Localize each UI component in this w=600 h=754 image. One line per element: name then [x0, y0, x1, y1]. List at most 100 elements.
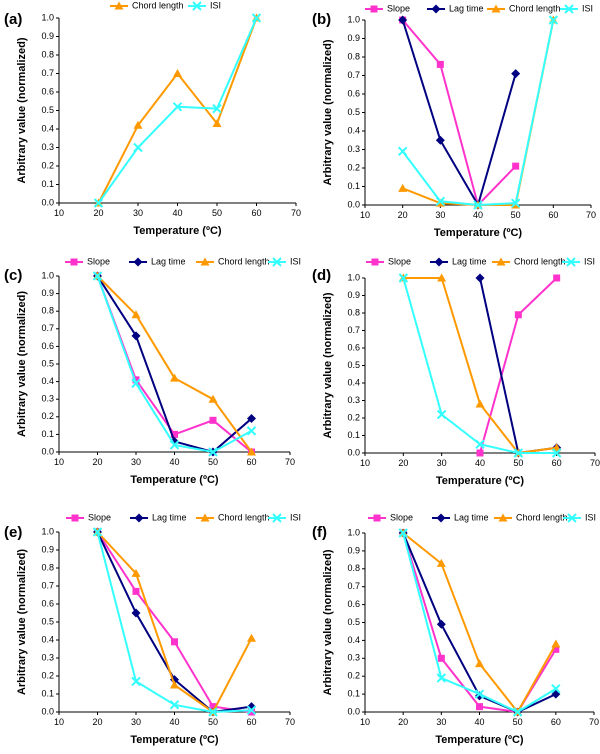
y-tick-label: 0.9 [41, 288, 54, 298]
data-point [92, 271, 103, 281]
data-point [474, 689, 485, 699]
x-tick-label: 50 [511, 210, 521, 220]
legend-marker [498, 513, 508, 522]
data-point [170, 373, 179, 382]
y-tick-label: 0.8 [347, 307, 360, 317]
data-point [246, 705, 257, 715]
legend-item: Slope [65, 256, 110, 266]
legend-label: Slope [387, 3, 410, 13]
series-lag-time [93, 271, 256, 457]
data-point [247, 633, 256, 642]
data-point [476, 449, 484, 457]
chart-panel-c: (c) 0.0 0.1 0.2 0.3 0.4 0.5 0.6 0.7 0.8 0.9 1.0 10 20… [4, 256, 301, 486]
x-axis-title: Temperature (ºC) [436, 475, 524, 487]
y-tick-label: 0.6 [347, 599, 360, 609]
data-point [551, 639, 561, 648]
data-point [510, 198, 521, 208]
legend-label: ISI [584, 256, 595, 266]
y-tick-label: 0.9 [347, 545, 360, 555]
y-tick-label: 0.6 [41, 341, 54, 351]
legend-marker [114, 1, 124, 10]
y-axis-title: Arbitrary value (normalized) [16, 291, 28, 437]
data-point [212, 118, 222, 127]
legend-label: Lag time [152, 512, 187, 522]
data-point [132, 587, 140, 595]
panel-label: (d) [312, 267, 331, 284]
series-isi [93, 13, 262, 208]
data-point [551, 684, 561, 694]
chart-panel-a: (a) 0.0 0.1 0.2 0.3 0.4 0.5 0.6 0.7 0.8 0.9 1.0 10 20… [4, 0, 301, 237]
data-point [436, 619, 446, 629]
series-slope [399, 529, 560, 716]
y-tick-label: 0.3 [347, 653, 360, 663]
x-tick-label: 10 [54, 208, 64, 218]
legend-item: Slope [365, 3, 410, 13]
data-point [209, 703, 217, 711]
y-tick-label: 0.8 [41, 49, 54, 59]
legend-marker [133, 257, 143, 267]
legend-item: Slope [368, 512, 413, 522]
data-point [247, 447, 256, 456]
legend-marker [200, 257, 210, 266]
series-line [402, 277, 557, 454]
series-isi [398, 273, 562, 458]
chart-panel-b: (b) 0.0 0.1 0.2 0.3 0.4 0.5 0.6 0.7 0.8 0.9 1.0 10 20… [312, 3, 596, 239]
legend-item: ISI [188, 0, 221, 11]
x-tick-label: 60 [552, 458, 562, 468]
x-tick-label: 40 [172, 208, 182, 218]
data-point [397, 146, 408, 157]
y-tick-label: 0.5 [347, 617, 360, 627]
legend-marker [134, 513, 144, 523]
series-isi [92, 271, 257, 457]
y-tick-label: 0.1 [41, 429, 54, 439]
series-line [479, 277, 558, 454]
data-point [436, 558, 446, 567]
y-tick-label: 0.0 [347, 199, 360, 209]
y-tick-label: 1.0 [41, 270, 54, 280]
data-point [131, 676, 141, 687]
series-lag-time [398, 15, 521, 210]
x-axis-title: Temperature (ºC) [130, 474, 218, 486]
data-point [514, 311, 522, 319]
y-tick-label: 0.1 [347, 688, 360, 698]
legend-label: Slope [390, 512, 413, 522]
x-tick-label: 20 [398, 210, 408, 220]
y-tick-label: 0.1 [347, 181, 360, 191]
legend-marker [567, 513, 577, 523]
x-tick-label: 60 [246, 717, 256, 727]
x-tick-label: 70 [586, 210, 596, 220]
x-tick-label: 30 [435, 210, 445, 220]
data-point [169, 440, 180, 450]
legend-label: Chord length [218, 256, 270, 266]
data-point [398, 273, 409, 283]
legend-item: Lag time [432, 512, 489, 523]
legend-item: Slope [66, 512, 111, 522]
x-axis-title: Temperature (ºC) [434, 227, 522, 239]
data-point [251, 13, 262, 23]
legend-marker [200, 513, 210, 522]
data-point [133, 142, 143, 153]
legend-label: ISI [290, 512, 301, 522]
y-tick-label: 0.2 [347, 162, 360, 172]
legend-marker [272, 257, 282, 267]
y-axis-title: Arbitrary value (normalized) [322, 39, 334, 185]
data-point [475, 439, 485, 449]
y-tick-label: 0.1 [347, 430, 360, 440]
legend-label: ISI [290, 256, 301, 266]
y-tick-label: 0.4 [347, 125, 360, 135]
data-point [435, 196, 446, 207]
x-tick-label: 10 [360, 717, 370, 727]
y-tick-label: 0.4 [347, 377, 360, 387]
x-axis-title: Temperature (ºC) [133, 225, 221, 237]
legend-item: ISI [560, 3, 593, 14]
data-point [475, 273, 485, 283]
y-tick-label: 0.0 [347, 706, 360, 716]
series-line [479, 277, 557, 455]
data-point [208, 447, 218, 457]
data-point [475, 399, 485, 408]
data-point [212, 103, 222, 114]
series-slope [94, 272, 255, 456]
legend-marker [370, 5, 378, 13]
data-point [398, 15, 408, 25]
data-point [173, 69, 182, 77]
